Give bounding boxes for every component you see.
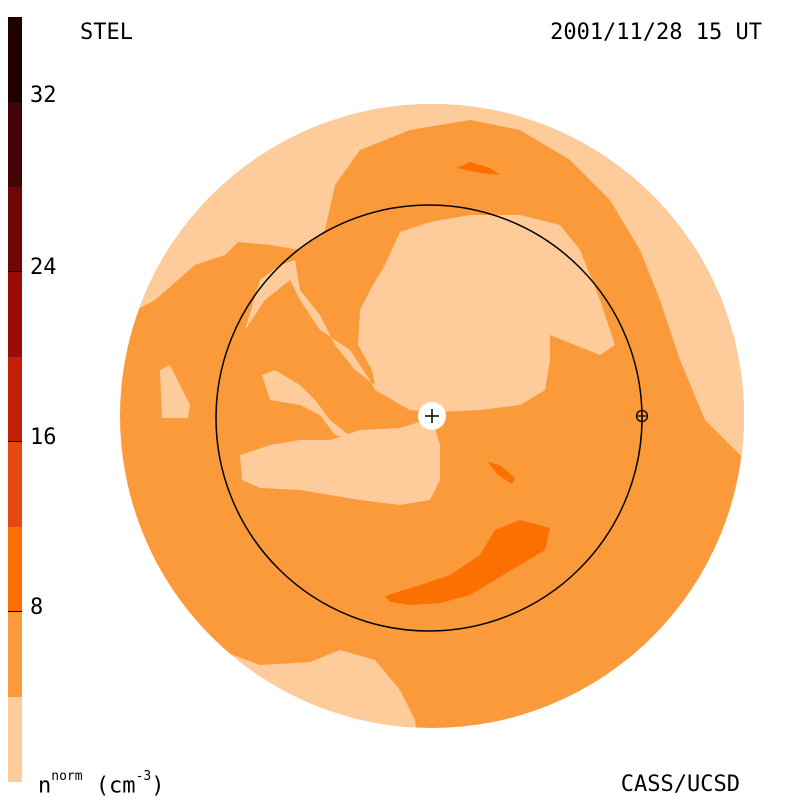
map-light-region-west (262, 370, 355, 440)
colorbar-tick-24 (8, 271, 22, 272)
colorbar-segment-1 (8, 612, 22, 697)
map-light-region-top (120, 104, 744, 470)
colorbar-label-8: 8 (30, 595, 44, 620)
colorbar-label-16: 16 (30, 425, 57, 450)
colorbar-label-32: 32 (30, 83, 57, 108)
colorbar-segment-5 (8, 272, 22, 357)
credit-label: CASS/UCSD (620, 772, 740, 797)
colorbar-tick-16 (8, 441, 22, 442)
colorbar-tick-32 (8, 101, 22, 102)
colorbar-segment-4 (8, 357, 22, 442)
colorbar-units-label: nnorm (cm-3) (38, 769, 165, 799)
map-dark-region-south (385, 520, 550, 605)
units-unit-close: ) (151, 773, 165, 799)
colorbar-tick-8 (8, 611, 22, 612)
colorbar-segment-7 (8, 102, 22, 187)
datetime-label: 2001/11/28 15 UT (550, 20, 762, 45)
units-quantity: n (38, 773, 52, 799)
map-light-region-north (245, 215, 615, 412)
map-dark-region-north (457, 162, 500, 175)
units-unit: (cm (95, 773, 136, 799)
colorbar-segment-8 (8, 17, 22, 102)
colorbar-segment-6 (8, 187, 22, 272)
units-unit-sup: -3 (135, 769, 152, 784)
colorbar-label-24: 24 (30, 255, 57, 280)
map-light-patch (160, 365, 190, 418)
instrument-label: STEL (80, 20, 133, 45)
colorbar-segment-0 (8, 697, 22, 782)
map-light-region-southwest (240, 418, 440, 505)
map-dark-region-center (488, 462, 515, 484)
units-quantity-sup: norm (51, 769, 83, 784)
colorbar-segment-3 (8, 442, 22, 527)
colorbar-segment-2 (8, 527, 22, 612)
